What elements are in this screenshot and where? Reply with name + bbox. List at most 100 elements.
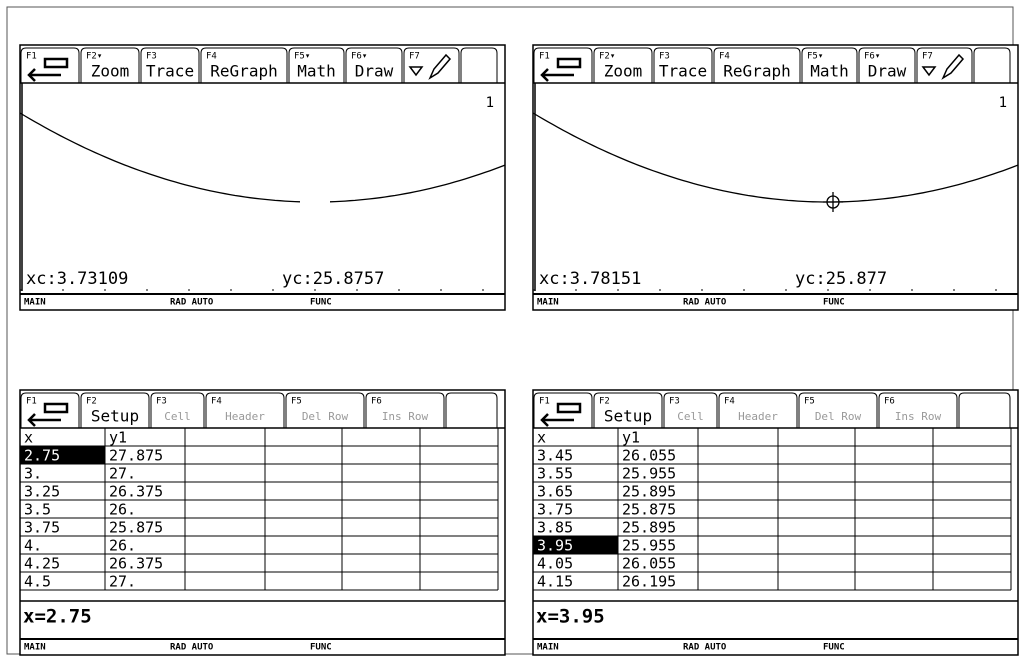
table-cell: 25.955 bbox=[622, 537, 676, 555]
tab-key: F3 bbox=[669, 397, 680, 407]
table-cell: 4.25 bbox=[24, 555, 60, 573]
tab-key: F5 bbox=[804, 397, 815, 407]
status-text: FUNC bbox=[310, 643, 332, 653]
tab-key: F6 bbox=[371, 397, 382, 407]
table-cell: 26.195 bbox=[622, 573, 676, 591]
table-cell: 3.85 bbox=[537, 519, 573, 537]
table-cell: 26.055 bbox=[622, 555, 676, 573]
table-cell: 3.25 bbox=[24, 483, 60, 501]
tab-key: F2 bbox=[599, 397, 610, 407]
screen-border bbox=[533, 390, 1018, 655]
status-text: FUNC bbox=[823, 643, 845, 653]
column-header: x bbox=[24, 429, 33, 447]
xc-readout: xc:3.73109 bbox=[26, 269, 128, 289]
tab-label: Cell bbox=[164, 410, 191, 423]
table-cell: 3.95 bbox=[537, 537, 573, 555]
table-cell: 25.875 bbox=[622, 501, 676, 519]
entry-line: x=2.75 bbox=[23, 606, 92, 628]
tab-label: Trace bbox=[659, 62, 707, 81]
tab-key: F6 bbox=[884, 397, 895, 407]
table-cell: 3. bbox=[24, 465, 42, 483]
table-cell: 3.75 bbox=[537, 501, 573, 519]
entry-line: x=3.95 bbox=[536, 606, 605, 628]
table-cell: 25.955 bbox=[622, 465, 676, 483]
tab-label: Cell bbox=[677, 410, 704, 423]
tab-label: Setup bbox=[604, 407, 652, 426]
table-cell: 27.875 bbox=[109, 447, 163, 465]
status-text: FUNC bbox=[310, 298, 332, 308]
tab-key: F1 bbox=[539, 397, 550, 407]
tab-key: F5▾ bbox=[807, 52, 823, 62]
column-header: x bbox=[537, 429, 546, 447]
tab-label: Ins Row bbox=[382, 410, 429, 423]
table-cell: 27. bbox=[109, 573, 136, 591]
table-cell: 4. bbox=[24, 537, 42, 555]
table-cell: 4.15 bbox=[537, 573, 573, 591]
table-cell: 3.5 bbox=[24, 501, 51, 519]
table-cell: 3.55 bbox=[537, 465, 573, 483]
tab-key: F4 bbox=[211, 397, 222, 407]
tab-key: F7 bbox=[409, 52, 420, 62]
tab-key: F1 bbox=[26, 397, 37, 407]
status-text: FUNC bbox=[823, 298, 845, 308]
table-cell: 25.895 bbox=[622, 483, 676, 501]
table-cell: 26.055 bbox=[622, 447, 676, 465]
tab-label: Math bbox=[297, 62, 336, 81]
status-text: RAD AUTO bbox=[683, 298, 727, 308]
table-cell: 25.895 bbox=[622, 519, 676, 537]
tab-label: Zoom bbox=[91, 62, 130, 81]
tab-key: F2▾ bbox=[86, 52, 102, 62]
tab-key: F3 bbox=[659, 52, 670, 62]
table-cell: 3.65 bbox=[537, 483, 573, 501]
table-cell: 26.375 bbox=[109, 555, 163, 573]
tab-key: F3 bbox=[156, 397, 167, 407]
tab-label: Del Row bbox=[815, 410, 862, 423]
tab-label: Draw bbox=[868, 62, 907, 81]
tab-key: F4 bbox=[206, 52, 217, 62]
table-cell: 27. bbox=[109, 465, 136, 483]
status-text: RAD AUTO bbox=[683, 643, 727, 653]
plot-number: 1 bbox=[999, 95, 1007, 111]
tab-label: Ins Row bbox=[895, 410, 942, 423]
tab-label: Zoom bbox=[604, 62, 643, 81]
tab-key: F1 bbox=[539, 52, 550, 62]
table-cell: 25.875 bbox=[109, 519, 163, 537]
tab-label: Del Row bbox=[302, 410, 349, 423]
tab-key: F6▾ bbox=[864, 52, 880, 62]
tab-label: Trace bbox=[146, 62, 194, 81]
tab-label: Setup bbox=[91, 407, 139, 426]
column-header: y1 bbox=[622, 429, 640, 447]
table-cell: 4.5 bbox=[24, 573, 51, 591]
tab-label: Header bbox=[225, 410, 265, 423]
tab-key: F2▾ bbox=[599, 52, 615, 62]
column-header: y1 bbox=[109, 429, 127, 447]
status-text: MAIN bbox=[24, 643, 46, 653]
screenshot: F1F2▾ZoomF3TraceF4ReGraphF5▾MathF6▾DrawF… bbox=[0, 0, 1021, 661]
tab-key: F7 bbox=[922, 52, 933, 62]
status-text: RAD AUTO bbox=[170, 643, 214, 653]
xc-readout: xc:3.78151 bbox=[539, 269, 641, 289]
tab-key: F5 bbox=[291, 397, 302, 407]
tab-key: F6▾ bbox=[351, 52, 367, 62]
tab-key: F5▾ bbox=[294, 52, 310, 62]
status-text: MAIN bbox=[537, 298, 559, 308]
tab-key: F4 bbox=[724, 397, 735, 407]
status-text: MAIN bbox=[24, 298, 46, 308]
tab-label: Header bbox=[738, 410, 778, 423]
tab-key: F3 bbox=[146, 52, 157, 62]
table-cell: 26.375 bbox=[109, 483, 163, 501]
tab-label: Draw bbox=[355, 62, 394, 81]
status-text: RAD AUTO bbox=[170, 298, 214, 308]
screen-border bbox=[20, 390, 505, 655]
plot-number: 1 bbox=[486, 95, 494, 111]
table-cell: 4.05 bbox=[537, 555, 573, 573]
tab-key: F1 bbox=[26, 52, 37, 62]
tab-label: Math bbox=[810, 62, 849, 81]
tab-key: F4 bbox=[719, 52, 730, 62]
tab-label: ReGraph bbox=[210, 62, 277, 81]
table-cell: 26. bbox=[109, 501, 136, 519]
